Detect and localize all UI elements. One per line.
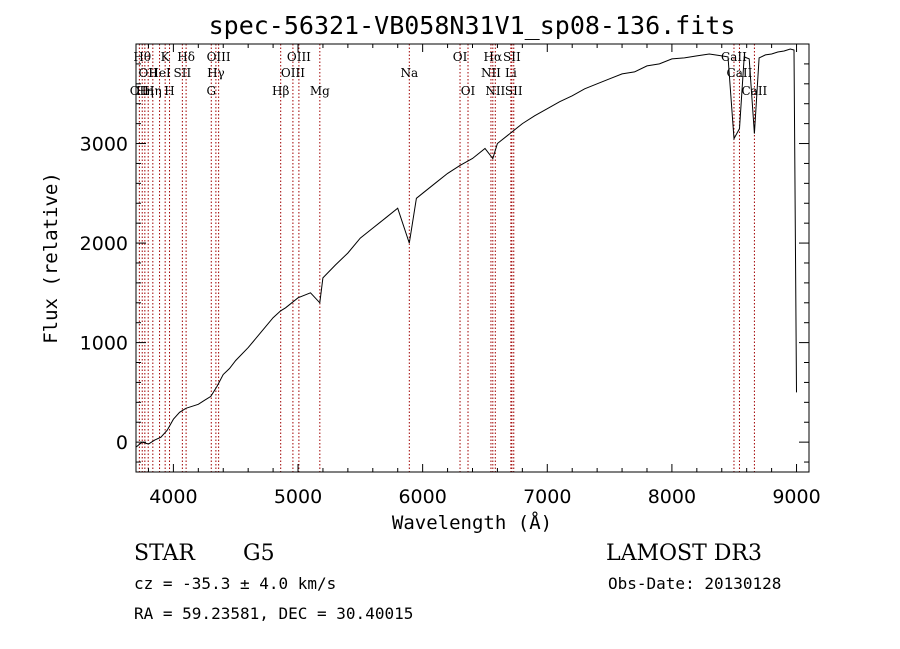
spectral-line-markers [138,44,755,472]
object-class: STAR [134,541,196,566]
y-tick-label-1: 1000 [80,333,128,355]
spectral-line-label-14: OIII [281,66,305,80]
y-tick-label-0: 0 [116,432,128,454]
spectral-line-label-7: H [164,84,174,98]
spectral-line-label-6: K [161,50,171,64]
plot-frame [135,43,810,473]
x-tick-label-3: 7000 [523,486,571,508]
chart-title: spec-56321-VB058N31V1_sp08-136.fits [209,11,736,40]
y-tick-label-3: 3000 [80,134,128,156]
x-tick-label-1: 5000 [274,486,322,508]
spectral-line-label-10: G [206,84,216,98]
spectral-line-label-4: Hη [144,84,162,98]
spectral-line-label-1: Hθ [133,50,151,64]
spectral-line-labels: OIIHθHηOIIHηHeIKHSIIHδGHγOIIIHβOIIIOIIIM… [130,50,768,98]
spectral-line-label-3: OII [139,66,159,80]
x-axis-label: Wavelength (Å) [392,511,552,534]
spectral-line-label-21: Hα [484,50,503,64]
spectral-line-label-8: SII [174,66,192,80]
spectral-line-label-17: Na [400,66,418,80]
spectral-line-label-28: CaII [741,84,767,98]
spectral-line-label-12: OIII [207,50,231,64]
spectral-line-label-25: SII [505,84,523,98]
x-tick-label-4: 8000 [648,486,696,508]
spectral-line-label-9: Hδ [177,50,195,64]
y-axis-label: Flux (relative) [40,172,62,344]
coordinates: RA = 59.23581, DEC = 30.40015 [134,604,413,623]
redshift-info: cz = -35.3 ± 4.0 km/s [134,574,336,593]
spectral-line-label-24: SII [503,50,521,64]
spectral-line-label-26: CaII [721,50,747,64]
x-tick-label-2: 6000 [398,486,446,508]
spectral-line-label-15: OIII [287,50,311,64]
survey-name: LAMOST DR3 [606,541,762,566]
spectral-line-label-13: Hβ [272,84,289,98]
spectral-line-label-23: Li [505,66,517,80]
spectral-line-label-11: Hγ [207,66,225,80]
x-tick-label-5: 9000 [772,486,820,508]
x-tick-label-0: 4000 [149,486,197,508]
spectral-line-label-22: NII [485,84,505,98]
spectral-line-label-2: Hη [136,84,154,98]
spectral-line-label-5: HeI [148,66,171,80]
spectral-line-label-20: NII [481,66,501,80]
spectrum-line [135,48,797,448]
spectral-line-label-18: OI [453,50,468,64]
object-subclass: G5 [243,541,275,566]
spectral-line-label-16: Mg [310,84,330,98]
y-tick-label-2: 2000 [80,233,128,255]
y-axis-ticks: 0 1000 2000 3000 [80,63,809,463]
spectral-line-label-19: OI [461,84,476,98]
spectral-line-label-27: CaII [727,66,753,80]
obs-date: Obs-Date: 20130128 [608,574,781,593]
x-axis-ticks: 4000 5000 6000 7000 8000 9000 [147,44,821,508]
spectral-line-label-0: OII [130,84,150,98]
